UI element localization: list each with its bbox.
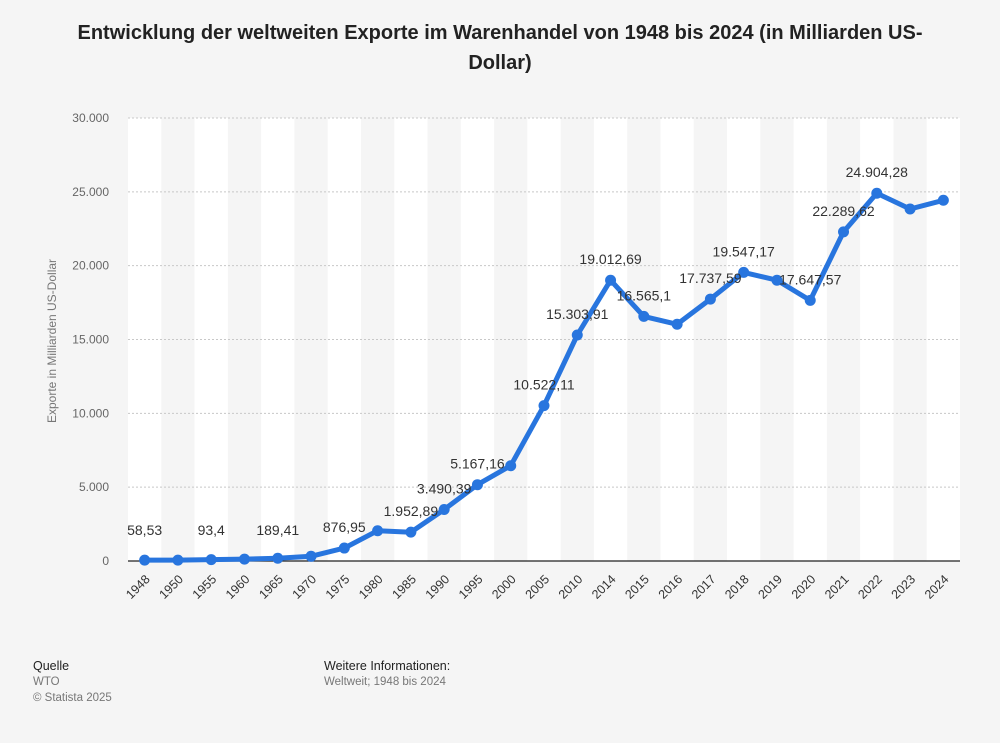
- chart-title: Entwicklung der weltweiten Exporte im Wa…: [77, 22, 923, 74]
- data-label: 1.952,89: [384, 503, 439, 519]
- source-label: Quelle: [33, 659, 70, 673]
- y-tick-label: 15.000: [72, 333, 109, 347]
- data-label: 19.547,17: [713, 243, 775, 259]
- x-tick-label: 2022: [855, 572, 885, 602]
- data-point: [804, 294, 816, 306]
- y-tick-label: 0: [102, 554, 109, 568]
- data-label: 24.904,28: [846, 164, 908, 180]
- x-tick-label: 2023: [889, 572, 919, 602]
- data-label: 3.490,39: [417, 480, 472, 496]
- x-tick-label: 1985: [389, 572, 419, 602]
- x-tick-label: 1995: [456, 572, 486, 602]
- y-axis-label: Exporte in Milliarden US-Dollar: [45, 259, 59, 423]
- x-tick-label: 2005: [523, 572, 553, 602]
- data-point: [471, 479, 483, 491]
- source-block: Quelle WTO © Statista 2025: [33, 658, 112, 706]
- data-point: [671, 318, 683, 330]
- x-tick-label: 1980: [356, 572, 386, 602]
- x-tick-label: 2017: [689, 572, 719, 602]
- x-tick-label: 1990: [423, 572, 453, 602]
- data-point: [904, 203, 916, 215]
- data-label: 22.289,62: [812, 203, 874, 219]
- x-tick-label: 1955: [190, 572, 220, 602]
- data-point: [738, 266, 750, 278]
- background-band: [593, 118, 628, 561]
- data-point: [871, 187, 883, 199]
- x-tick-label: 1948: [123, 572, 153, 602]
- data-point: [372, 525, 384, 537]
- x-tick-label: 2021: [822, 572, 852, 602]
- data-label: 876,95: [323, 519, 366, 535]
- data-point: [172, 554, 184, 566]
- data-point: [538, 400, 550, 412]
- data-point: [704, 293, 716, 305]
- x-tick-label: 2016: [656, 572, 686, 602]
- data-label: 93,4: [198, 522, 225, 538]
- data-label: 15.303,91: [546, 306, 608, 322]
- data-point: [838, 226, 850, 238]
- y-tick-label: 20.000: [72, 259, 109, 273]
- data-point: [605, 274, 617, 286]
- data-labels: 58,53 93,4 189,41 876,95 1.952,89 3.490,39 5.1…: [127, 164, 908, 538]
- data-point: [272, 552, 284, 564]
- data-label: 58,53: [127, 522, 162, 538]
- x-tick-label: 1950: [156, 572, 186, 602]
- x-tick-label: 1960: [223, 572, 253, 602]
- data-point: [571, 329, 583, 341]
- data-point: [238, 553, 250, 565]
- background-band: [194, 118, 228, 561]
- data-point: [205, 554, 217, 566]
- data-points: [139, 187, 949, 566]
- x-tick-label: 2018: [722, 572, 752, 602]
- y-tick-label: 10.000: [72, 406, 109, 420]
- source-value[interactable]: WTO: [33, 676, 60, 688]
- data-point: [405, 526, 417, 538]
- x-tick-label: 1965: [256, 572, 286, 602]
- x-tick-label: 1970: [290, 572, 320, 602]
- x-tick-label: 2024: [922, 572, 952, 602]
- data-label: 19.012,69: [579, 251, 641, 267]
- x-tick-label: 2010: [556, 572, 586, 602]
- info-label: Weitere Informationen:: [324, 659, 451, 673]
- x-tick-label: 1975: [323, 572, 353, 602]
- grid-lines: [128, 117, 960, 562]
- x-tick-label: 2014: [589, 572, 619, 602]
- x-tick-label: 2019: [756, 572, 786, 602]
- info-value: Weltweit; 1948 bis 2024: [324, 676, 446, 688]
- data-label: 189,41: [256, 522, 299, 538]
- y-tick-label: 5.000: [79, 480, 109, 494]
- data-label: 5.167,16: [450, 456, 505, 472]
- y-tick-label: 25.000: [72, 185, 109, 199]
- data-label: 16.565,1: [617, 287, 672, 303]
- info-block: Weitere Informationen: Weltweit; 1948 bi…: [324, 658, 450, 690]
- x-tick-label: 2015: [622, 572, 652, 602]
- data-point: [338, 542, 350, 554]
- data-label: 10.522,11: [513, 377, 574, 393]
- data-label: 17.737,59: [679, 270, 741, 286]
- x-tick-label: 2000: [489, 572, 519, 602]
- y-axis-ticks: 0 5.000 10.000 15.000 20.000 25.000 30.000: [72, 111, 109, 568]
- x-tick-label: 2020: [789, 572, 819, 602]
- x-axis-ticks: 1948 1950 1955 1960 1965 1970 1975 1980 1985 1990…: [123, 572, 951, 602]
- data-point: [771, 274, 783, 286]
- copyright: © Statista 2025: [33, 692, 112, 704]
- data-point: [139, 554, 151, 566]
- data-point: [305, 550, 317, 562]
- data-point: [937, 194, 949, 206]
- data-label: 17.647,57: [779, 271, 841, 287]
- y-tick-label: 30.000: [72, 111, 109, 125]
- data-point: [638, 310, 650, 322]
- data-point: [505, 460, 517, 472]
- background-band: [926, 118, 960, 561]
- data-point: [438, 503, 450, 515]
